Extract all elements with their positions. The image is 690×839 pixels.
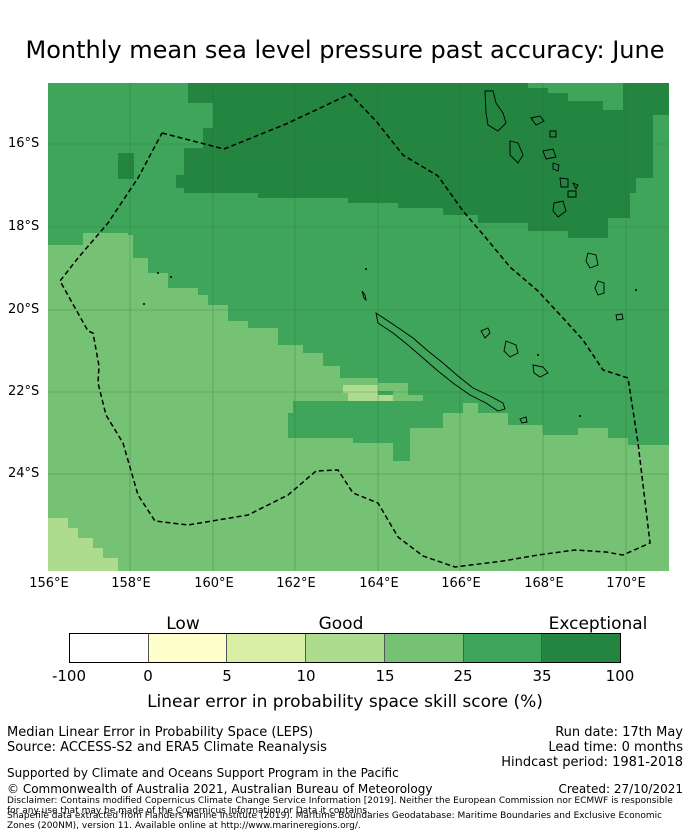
region-35-100-patch: [118, 153, 134, 179]
colorbar-segment: [227, 634, 307, 662]
lon-label: 162°E: [276, 576, 316, 591]
lat-label: 16°S: [8, 136, 40, 151]
category-low: Low: [166, 614, 200, 634]
colorbar-tick: 0: [143, 667, 153, 685]
lon-label: 168°E: [524, 576, 564, 591]
colorbar-tick: 5: [222, 667, 232, 685]
colorbar-tick: 35: [532, 667, 552, 685]
run-date: Run date: 17th May: [555, 725, 683, 740]
lat-label: 22°S: [8, 384, 40, 399]
method-text: Median Linear Error in Probability Space…: [7, 725, 314, 740]
loyalty-island-3: [532, 364, 549, 378]
colorbar-segment: [70, 634, 149, 662]
lon-label: 158°E: [111, 576, 151, 591]
colorbar-segment: [542, 634, 621, 662]
page-title: Monthly mean sea level pressure past acc…: [25, 36, 665, 64]
category-exceptional: Exceptional: [548, 614, 648, 634]
new-caledonia-island: [375, 312, 506, 412]
colorbar-tick: 25: [453, 667, 473, 685]
copyright-text: © Commonwealth of Australia 2021, Austra…: [7, 782, 433, 796]
hindcast-period: Hindcast period: 1981-2018: [501, 755, 683, 770]
region-15-25-inner: [288, 391, 423, 461]
lat-label: 24°S: [8, 466, 40, 481]
colorbar-tick: -100: [51, 667, 87, 685]
source-text: Source: ACCESS-S2 and ERA5 Climate Reana…: [7, 740, 327, 755]
lead-time: Lead time: 0 months: [548, 740, 683, 755]
shapefile-credit: Shapefile data extracted from Flanders M…: [7, 811, 663, 831]
colorbar-segment: [463, 634, 543, 662]
map-canvas: [48, 83, 669, 571]
colorbar-segment: [384, 634, 464, 662]
vanuatu-island-3: [530, 115, 545, 126]
loyalty-island-1: [480, 327, 491, 339]
created-date: Created: 27/10/2021: [558, 782, 683, 796]
map-panel: [48, 83, 669, 571]
lon-label: 170°E: [606, 576, 646, 591]
supported-text: Supported by Climate and Oceans Support …: [7, 766, 399, 780]
disclaimer-text: Disclaimer: Contains modified Copernicus…: [7, 796, 673, 816]
eez-boundary: [59, 93, 651, 568]
colorbar-tick: 10: [296, 667, 316, 685]
lat-label: 20°S: [8, 302, 40, 317]
colorbar-segment: [148, 634, 228, 662]
lon-label: 166°E: [441, 576, 481, 591]
colorbar-tick: 15: [375, 667, 395, 685]
colorbar-label: Linear error in probability space skill …: [147, 692, 543, 712]
islets: [143, 268, 637, 417]
graticule: [48, 83, 669, 571]
category-good: Good: [318, 614, 364, 634]
colorbar: [69, 633, 621, 663]
colorbar-segment: [306, 634, 385, 662]
region-35-100: [176, 83, 669, 238]
vanuatu-island-5: [585, 252, 599, 269]
region-10-15-patch: [343, 385, 393, 401]
lon-label: 160°E: [194, 576, 234, 591]
lon-label: 164°E: [359, 576, 399, 591]
vanuatu-island-4: [552, 200, 567, 218]
vanuatu-island-1: [484, 90, 507, 132]
lat-label: 18°S: [8, 219, 40, 234]
loyalty-island-2: [503, 340, 519, 358]
region-10-15: [48, 518, 118, 571]
colorbar-tick: 100: [605, 667, 635, 685]
lon-label: 156°E: [29, 576, 69, 591]
vanuatu-island-2: [509, 140, 524, 164]
islands: [361, 90, 624, 424]
